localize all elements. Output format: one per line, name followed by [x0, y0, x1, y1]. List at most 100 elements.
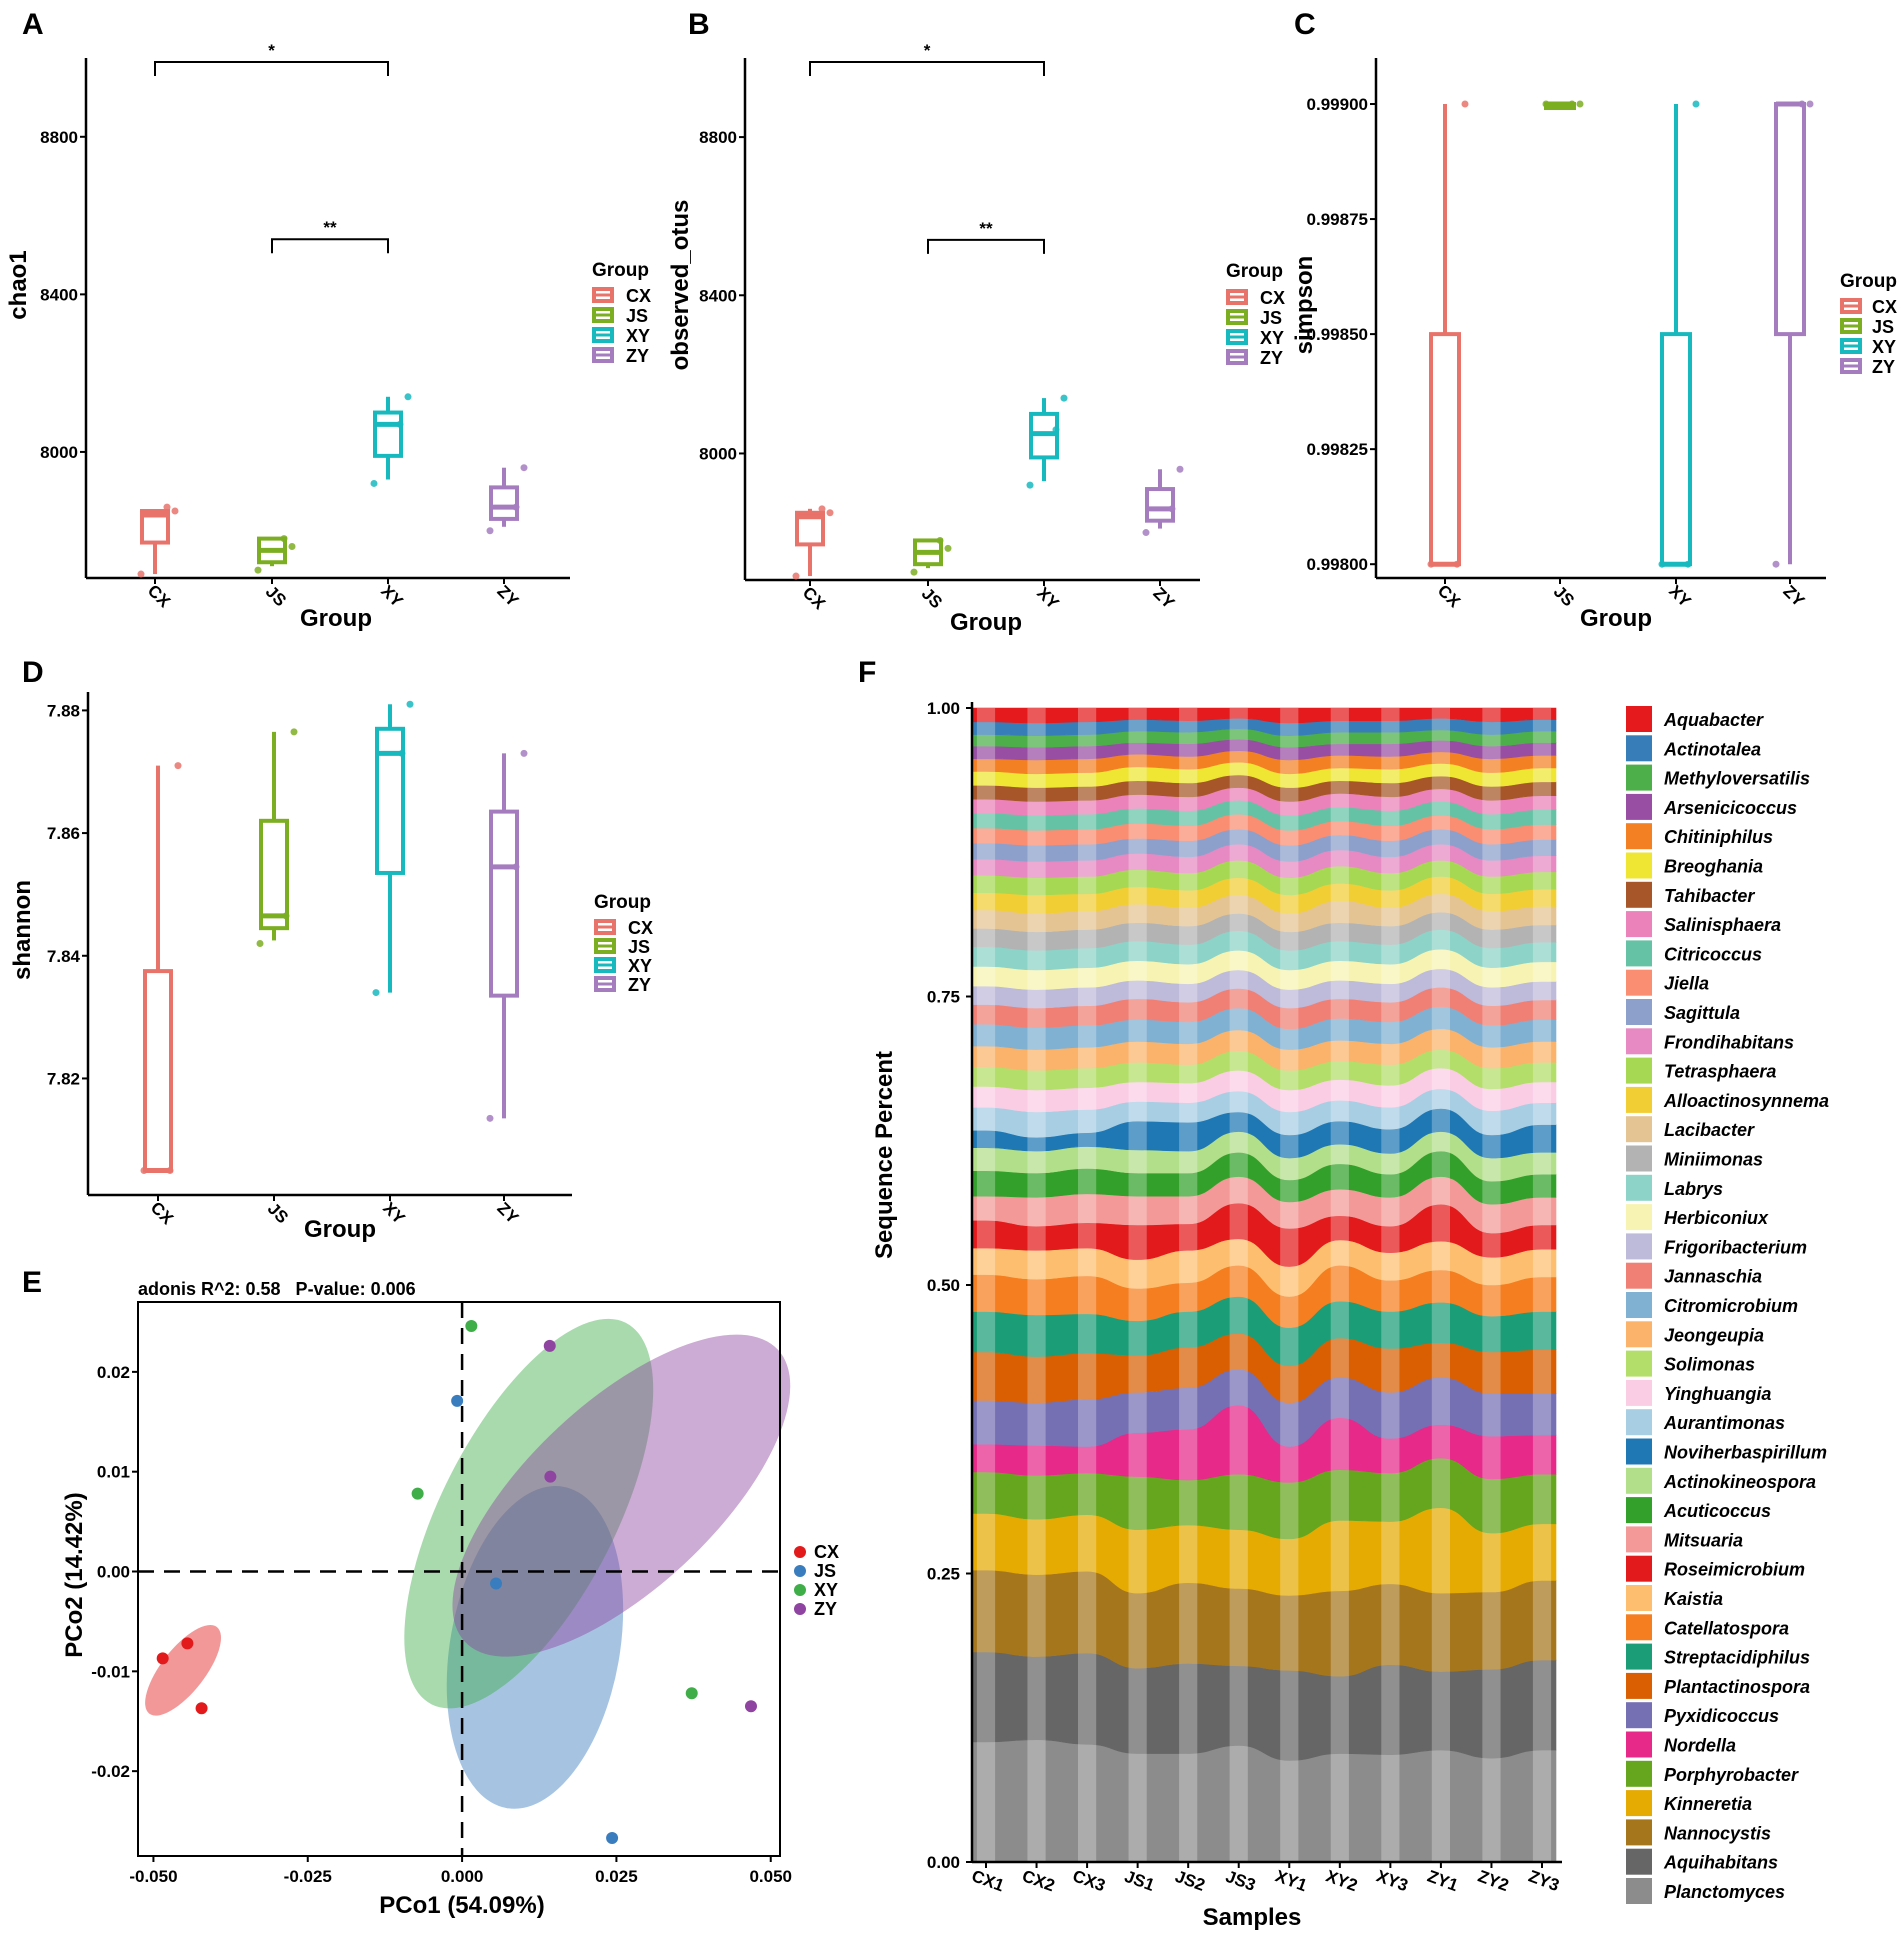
ellipse-cx: [145, 1625, 221, 1716]
legend-swatch-actinotalea: [1626, 735, 1652, 762]
legend-swatch-yinghuangia: [1626, 1379, 1652, 1406]
bracket-line: [927, 238, 1045, 254]
panel-e-ylabel: PCo2 (14.42%): [61, 1492, 88, 1657]
sample-column: [1381, 708, 1400, 1862]
x-tick-label: 0.050: [749, 1867, 792, 1886]
legend-key-js: [592, 307, 614, 323]
panel-e: E adonis R^2: 0.58 P-value: 0.006 PCo2 (…: [22, 1266, 839, 1919]
legend-key-zy: [1226, 349, 1248, 365]
y-tick-label: 0.25: [927, 1565, 960, 1584]
sample-column: [1532, 708, 1552, 1862]
pcoa-point-xy: [411, 1487, 424, 1500]
data-point: [406, 700, 414, 708]
x-tick-label: JS: [262, 582, 290, 610]
sample-label: JS2: [1173, 1867, 1208, 1895]
panel-f-xlabel: Samples: [1203, 1904, 1302, 1931]
panel-a-ylabel: chao1: [5, 250, 32, 319]
significance-label: **: [979, 219, 993, 238]
panel-d-legend-zy: ZY: [628, 975, 651, 995]
significance-bracket: **: [271, 218, 389, 254]
legend-key-cx: [594, 919, 616, 935]
ellipse-zy: [452, 1334, 791, 1657]
legend-label-nannocystis: Nannocystis: [1664, 1823, 1771, 1843]
x-tick-label: XY: [1665, 581, 1695, 611]
data-point: [1658, 560, 1666, 568]
panel-f-legend: Aquabacter Actinotalea Methyloversatilis Ar…: [1626, 706, 1829, 1904]
legend-swatch-catellatospora: [1626, 1614, 1652, 1641]
legend-key-xy: [594, 957, 616, 973]
legend-label-planctomyces: Planctomyces: [1664, 1882, 1785, 1902]
box-js: [910, 536, 952, 576]
legend-key-xy: [592, 327, 614, 343]
panel-a-xlabel: Group: [300, 605, 372, 632]
x-tick-label: -0.025: [284, 1867, 332, 1886]
panel-d-legend-cx: CX: [628, 918, 653, 938]
panel-b-xlabel: Group: [950, 609, 1022, 636]
y-tick-label: 8400: [40, 285, 78, 304]
y-tick-label: 0.01: [97, 1463, 130, 1482]
x-tick-label: CX: [144, 581, 175, 612]
x-tick-label: XY: [379, 1198, 409, 1228]
legend-swatch-methyloversatilis: [1626, 764, 1652, 791]
data-point: [280, 535, 288, 543]
panel-c-label: C: [1294, 8, 1316, 41]
plot-frame: [137, 1301, 781, 1857]
legend-key-zy: [1840, 358, 1862, 374]
data-point: [826, 509, 834, 517]
legend-key-js: [1840, 318, 1862, 334]
legend-swatch-jeongeupia: [1626, 1321, 1652, 1348]
box-body: [375, 726, 405, 875]
pcoa-point-zy: [543, 1339, 556, 1352]
x-tick-label: XY: [1033, 583, 1063, 613]
y-tick-label: 7.84: [47, 947, 81, 966]
pcoa-point-cx: [195, 1702, 208, 1715]
panel-d-ylabel: shannon: [9, 880, 36, 980]
data-point: [163, 503, 171, 511]
data-point: [372, 989, 380, 997]
sample-column: [1280, 708, 1299, 1862]
box-js: [1542, 100, 1584, 111]
legend-label-aurantimonas: Aurantimonas: [1663, 1413, 1785, 1433]
panel-a-legend-js: JS: [626, 306, 648, 326]
pcoa-point-js: [490, 1577, 503, 1590]
y-tick-label: 0.00: [97, 1563, 130, 1582]
sample-column: [1482, 708, 1501, 1862]
sample-label: JS1: [1122, 1867, 1157, 1895]
y-tick-label: 0.99900: [1307, 95, 1368, 114]
panel-d-legend-js: JS: [628, 937, 650, 957]
legend-label-pyxidicoccus: Pyxidicoccus: [1664, 1706, 1779, 1726]
legend-label-jiella: Jiella: [1664, 974, 1709, 994]
box-body: [140, 509, 170, 545]
legend-swatch-aquihabitans: [1626, 1848, 1652, 1875]
legend-label-jeongeupia: Jeongeupia: [1664, 1325, 1764, 1345]
panel-d-legend-xy: XY: [628, 956, 652, 976]
pcoa-point-zy: [544, 1470, 557, 1483]
panel-e-xlabel: PCo1 (54.09%): [379, 1892, 544, 1919]
sample-column: [1027, 708, 1046, 1862]
legend-label-yinghuangia: Yinghuangia: [1664, 1384, 1771, 1404]
x-tick-label: CX: [799, 583, 830, 614]
legend-key-js: [594, 938, 616, 954]
panel-f: F Sequence Percent Samples 0.00 0.25 0.50 0…: [858, 656, 1829, 1931]
sample-label: XY2: [1323, 1866, 1360, 1895]
legend-swatch-noviherbaspirillum: [1626, 1438, 1652, 1465]
data-point: [792, 572, 800, 580]
data-point: [1453, 560, 1461, 568]
legend-swatch-labrys: [1626, 1174, 1652, 1201]
data-point: [936, 536, 944, 544]
significance-label: **: [323, 218, 337, 237]
box-body: [489, 809, 519, 998]
data-point: [404, 393, 412, 401]
panel-e-legend-cx: CX: [814, 1542, 839, 1562]
legend-label-methyloversatilis: Methyloversatilis: [1664, 769, 1810, 789]
legend-swatch-sagittula: [1626, 999, 1652, 1025]
panel-a-legend-title: Group: [592, 260, 649, 281]
data-point: [1461, 100, 1469, 108]
panel-c-legend-xy: XY: [1872, 337, 1896, 357]
legend-label-breoghania: Breoghania: [1664, 857, 1763, 877]
legend-label-mitsuaria: Mitsuaria: [1664, 1530, 1743, 1550]
sample-column: [1077, 708, 1097, 1862]
legend-swatch-mitsuaria: [1626, 1526, 1652, 1553]
data-point: [818, 505, 826, 513]
data-point: [1142, 529, 1150, 537]
